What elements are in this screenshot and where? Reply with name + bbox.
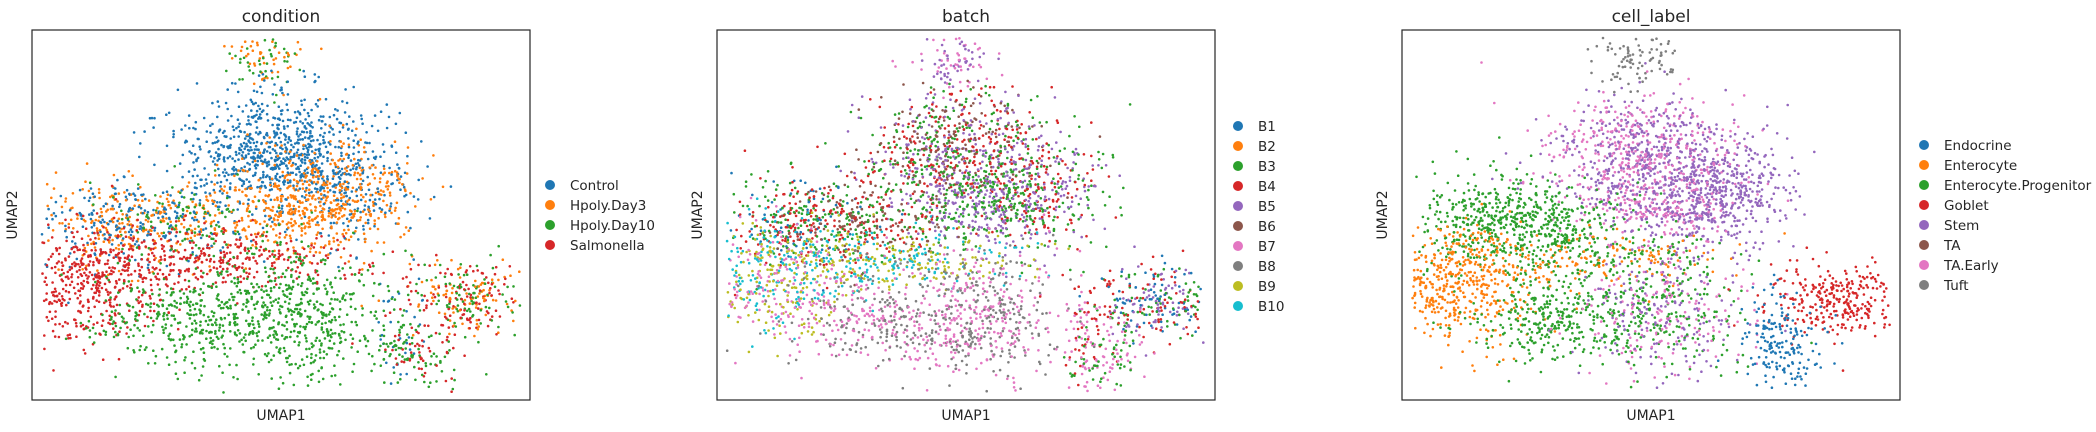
legend-marker (1233, 201, 1243, 211)
legend-label: B8 (1258, 259, 1276, 275)
legend-item: Hpoly.Day10 (545, 218, 655, 234)
y-axis-label: UMAP2 (5, 190, 21, 239)
legend-label: B10 (1258, 299, 1284, 315)
legend-item: B1 (1233, 119, 1276, 135)
scatter-points (40, 38, 522, 394)
legend-marker (1919, 220, 1929, 230)
legend-item: Goblet (1919, 198, 1989, 214)
legend-item: Hpoly.Day3 (545, 198, 646, 214)
legend-item: B5 (1233, 199, 1276, 215)
x-axis-label: UMAP1 (256, 408, 305, 424)
legend-label: Salmonella (570, 238, 645, 254)
legend-marker (1919, 280, 1929, 290)
legend-label: Enterocyte (1944, 158, 2017, 174)
legend-marker (1233, 141, 1243, 151)
legend-item: Tuft (1919, 278, 1969, 294)
x-axis-label: UMAP1 (941, 408, 990, 424)
plot-frame (1401, 29, 1901, 401)
panel-title: condition (242, 7, 321, 27)
legend-item: B3 (1233, 159, 1276, 175)
panel-title: cell_label (1612, 7, 1691, 27)
legend-label: B3 (1258, 159, 1276, 175)
legend-marker (545, 220, 555, 230)
legend-item: Enterocyte.Progenitor (1919, 178, 2092, 194)
x-axis-label: UMAP1 (1626, 408, 1675, 424)
legend-item: B10 (1233, 299, 1284, 315)
legend-label: Control (570, 178, 619, 194)
legend-label: B1 (1258, 119, 1276, 135)
legend-item: Salmonella (545, 238, 645, 254)
plot-frame (716, 29, 1216, 401)
legend-marker (545, 200, 555, 210)
legend-marker (1233, 241, 1243, 251)
legend-item: TA.Early (1919, 258, 1999, 274)
legend-label: B2 (1258, 139, 1276, 155)
legend: Control Hpoly.Day3 Hpoly.Day10 Salmonella (545, 178, 655, 254)
legend-item: B4 (1233, 179, 1276, 195)
legend-label: Endocrine (1944, 138, 2012, 154)
legend-marker (1919, 140, 1929, 150)
legend-item: Stem (1919, 218, 1979, 234)
legend-label: Tuft (1943, 278, 1969, 294)
panel-condition: condition UMAP1 UMAP2 Control Hpoly.Day3 H… (5, 7, 655, 424)
legend-marker (1233, 301, 1243, 311)
scatter-points (725, 37, 1205, 393)
legend-item: B6 (1233, 219, 1276, 235)
legend-label: B5 (1258, 199, 1276, 215)
legend-label: TA.Early (1943, 258, 1999, 274)
legend-marker (545, 180, 555, 190)
legend-label: B9 (1258, 279, 1276, 295)
legend-label: B7 (1258, 239, 1276, 255)
panel-cell-label: cell_label UMAP1 UMAP2 Endocrine Enterocy… (1375, 7, 2092, 424)
panel-batch: batch UMAP1 UMAP2 B1 B2 B3 B4 B5 B6 B7 B8 B9 B10 (690, 7, 1284, 424)
legend-marker (1919, 160, 1929, 170)
legend-item: B7 (1233, 239, 1276, 255)
legend-label: TA (1943, 238, 1961, 254)
legend-label: Hpoly.Day3 (570, 198, 646, 214)
legend: Endocrine Enterocyte Enterocyte.Progenitor… (1919, 138, 2092, 294)
y-axis-label: UMAP2 (1375, 190, 1391, 239)
legend-label: Hpoly.Day10 (570, 218, 655, 234)
legend-label: B4 (1258, 179, 1276, 195)
scatter-points (1411, 36, 1891, 390)
legend-marker (1919, 260, 1929, 270)
legend-item: Control (545, 178, 619, 194)
legend-label: Stem (1944, 218, 1979, 234)
legend-item: B2 (1233, 139, 1276, 155)
legend-item: B9 (1233, 279, 1276, 295)
legend-marker (1919, 180, 1929, 190)
legend-item: TA (1919, 238, 1961, 254)
legend-label: Enterocyte.Progenitor (1944, 178, 2092, 194)
legend-item: B8 (1233, 259, 1276, 275)
panel-title: batch (942, 7, 990, 27)
plot-frame (31, 29, 531, 401)
legend-marker (1233, 121, 1243, 131)
y-axis-label: UMAP2 (690, 190, 706, 239)
legend-label: Goblet (1944, 198, 1989, 214)
legend: B1 B2 B3 B4 B5 B6 B7 B8 B9 B10 (1233, 119, 1284, 315)
legend-marker (1233, 261, 1243, 271)
legend-marker (1233, 181, 1243, 191)
legend-marker (1919, 200, 1929, 210)
legend-item: Endocrine (1919, 138, 2012, 154)
legend-label: B6 (1258, 219, 1276, 235)
legend-item: Enterocyte (1919, 158, 2017, 174)
legend-marker (545, 240, 555, 250)
legend-marker (1233, 221, 1243, 231)
legend-marker (1233, 161, 1243, 171)
legend-marker (1919, 240, 1929, 250)
legend-marker (1233, 281, 1243, 291)
